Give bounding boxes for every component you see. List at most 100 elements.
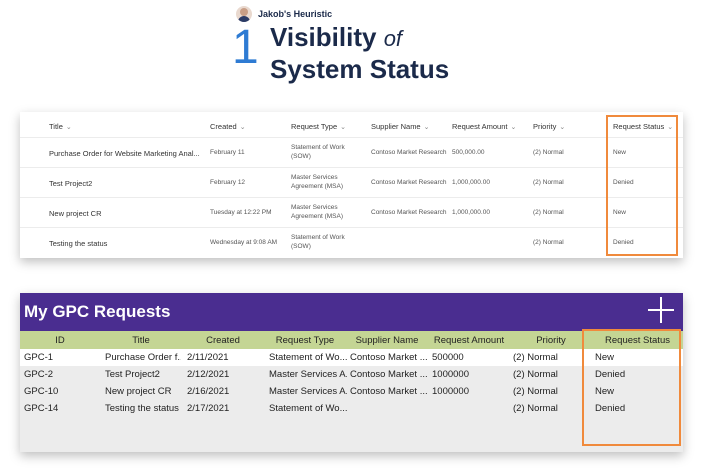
cell-status: Denied: [595, 369, 626, 380]
table-header: ID Title Created Request Type Supplier N…: [20, 331, 683, 349]
title-word-visibility: Visibility: [270, 22, 377, 52]
chevron-down-icon: ⌄: [239, 124, 246, 131]
cell-request-type: Master Services A...: [269, 386, 347, 397]
item-request-type: Statement of Work (SOW): [291, 144, 345, 160]
item-amount: 1,000,000.00: [452, 179, 490, 186]
list-item[interactable]: New project CR Tuesday at 12:22 PM Maste…: [20, 197, 683, 228]
table-row[interactable]: GPC-10 New project CR 2/16/2021 Master S…: [20, 383, 683, 400]
heuristic-number: 1: [232, 21, 259, 74]
chevron-down-icon: ⌄: [510, 124, 517, 131]
cell-priority: (2) Normal: [513, 352, 558, 363]
column-header-created[interactable]: Created ⌄: [210, 122, 246, 131]
column-header-id[interactable]: ID: [55, 335, 65, 346]
column-header-request-amount[interactable]: Request Amount ⌄: [452, 122, 517, 131]
column-header-request-status[interactable]: Request Status: [605, 335, 670, 346]
cell-id: GPC-14: [24, 403, 59, 414]
column-header-request-type[interactable]: Request Type: [275, 335, 335, 346]
column-header-title[interactable]: Title: [132, 335, 150, 346]
item-supplier-link[interactable]: Contoso Market Research: [371, 209, 447, 216]
app-header: My GPC Requests: [20, 293, 683, 331]
list-item[interactable]: Testing the status Wednesday at 9:08 AM …: [20, 227, 683, 258]
brand-label: Jakob's Heuristic: [258, 9, 333, 19]
chevron-down-icon: ⌄: [423, 124, 430, 131]
column-header-priority[interactable]: Priority ⌄: [533, 122, 566, 131]
item-title[interactable]: Purchase Order for Website Marketing Ana…: [49, 149, 200, 158]
heuristic-brand: Jakob's Heuristic: [236, 6, 332, 22]
column-header-supplier-name[interactable]: Supplier Name: [355, 335, 419, 346]
item-supplier-link[interactable]: Contoso Market Research: [371, 149, 447, 156]
avatar: [236, 6, 252, 22]
item-supplier-link[interactable]: Contoso Market Research: [371, 179, 447, 186]
title-word-of: of: [383, 26, 403, 51]
page-title-line1: Visibility of: [270, 24, 402, 50]
item-priority: (2) Normal: [533, 209, 564, 216]
cell-title: Purchase Order f...: [105, 352, 181, 363]
item-priority: (2) Normal: [533, 149, 564, 156]
item-priority: (2) Normal: [533, 239, 564, 246]
column-header-request-amount[interactable]: Request Amount: [433, 335, 505, 346]
cell-title: Test Project2: [105, 369, 160, 380]
column-header-request-status[interactable]: Request Status ⌄: [613, 122, 674, 131]
table-row[interactable]: GPC-14 Testing the status 2/17/2021 Stat…: [20, 400, 683, 417]
chevron-down-icon: ⌄: [65, 124, 72, 131]
cell-request-type: Statement of Wo...: [269, 403, 347, 414]
item-amount: 500,000.00: [452, 149, 485, 156]
column-header-supplier-name[interactable]: Supplier Name ⌄: [371, 122, 430, 131]
cell-id: GPC-1: [24, 352, 54, 363]
cell-supplier: Contoso Market ...: [350, 352, 428, 363]
page-title: My GPC Requests: [24, 302, 171, 321]
cell-status: Denied: [595, 403, 626, 414]
column-header-title[interactable]: Title ⌄: [49, 122, 72, 131]
column-header-priority[interactable]: Priority: [536, 335, 566, 346]
item-created: Tuesday at 12:22 PM: [210, 209, 272, 216]
cell-id: GPC-2: [24, 369, 54, 380]
cell-created: 2/11/2021: [187, 352, 229, 363]
sharepoint-list: Title ⌄ Created ⌄ Request Type ⌄ Supplier N…: [20, 112, 683, 258]
list-item[interactable]: Purchase Order for Website Marketing Ana…: [20, 137, 683, 168]
column-header-request-type[interactable]: Request Type ⌄: [291, 122, 347, 131]
chevron-down-icon: ⌄: [559, 124, 566, 131]
gpc-requests-app: My GPC Requests ID Title Created Request…: [20, 293, 683, 452]
item-created: February 12: [210, 179, 246, 186]
item-request-type: Master Services Agreement (MSA): [291, 204, 344, 220]
item-status: Denied: [613, 179, 634, 186]
item-priority: (2) Normal: [533, 179, 564, 186]
item-request-type: Master Services Agreement (MSA): [291, 174, 344, 190]
status-column-highlight: [582, 329, 681, 446]
plus-icon[interactable]: [647, 296, 675, 324]
cell-priority: (2) Normal: [513, 403, 558, 414]
table-row[interactable]: GPC-2 Test Project2 2/12/2021 Master Ser…: [20, 366, 683, 383]
cell-title: New project CR: [105, 386, 172, 397]
item-status: New: [613, 209, 627, 216]
item-created: February 11: [210, 149, 245, 156]
list-item[interactable]: Test Project2 February 12 Master Service…: [20, 167, 683, 198]
item-created: Wednesday at 9:08 AM: [210, 239, 278, 246]
cell-status: New: [595, 352, 615, 363]
item-title[interactable]: New project CR: [49, 209, 102, 218]
cell-created: 2/12/2021: [187, 369, 230, 380]
cell-title: Testing the status: [105, 403, 179, 414]
column-header-created[interactable]: Created: [206, 335, 240, 346]
cell-id: GPC-10: [24, 386, 59, 397]
cell-status: New: [595, 386, 615, 397]
cell-supplier: Contoso Market ...: [350, 369, 428, 380]
item-title[interactable]: Testing the status: [49, 239, 108, 248]
cell-amount: 500000: [432, 352, 464, 363]
cell-supplier: Contoso Market ...: [350, 386, 428, 397]
item-amount: 1,000,000.00: [452, 209, 490, 216]
page-title-line2: System Status: [270, 54, 450, 84]
chevron-down-icon: ⌄: [667, 124, 674, 131]
chevron-down-icon: ⌄: [340, 124, 347, 131]
item-status: New: [613, 149, 627, 156]
cell-priority: (2) Normal: [513, 386, 558, 397]
table-row[interactable]: GPC-1 Purchase Order f... 2/11/2021 Stat…: [20, 349, 683, 366]
cell-amount: 1000000: [432, 386, 469, 397]
cell-amount: 1000000: [432, 369, 469, 380]
item-status: Denied: [613, 239, 634, 246]
sharepoint-list-header: Title ⌄ Created ⌄ Request Type ⌄ Supplier N…: [20, 112, 683, 139]
status-column-highlight: [606, 115, 678, 256]
item-request-type: Statement of Work (SOW): [291, 234, 345, 250]
cell-priority: (2) Normal: [513, 369, 558, 380]
cell-created: 2/17/2021: [187, 403, 230, 414]
item-title[interactable]: Test Project2: [49, 179, 93, 188]
